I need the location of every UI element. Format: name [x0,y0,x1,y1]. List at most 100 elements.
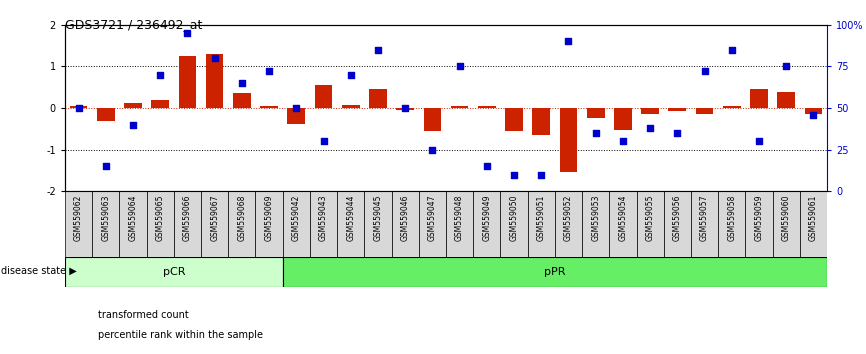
Text: GSM559061: GSM559061 [809,194,818,241]
Point [752,138,766,144]
Bar [478,106,495,108]
Bar [450,106,469,108]
Point [317,138,331,144]
Bar [718,191,746,257]
Bar [314,85,333,108]
Point [616,138,630,144]
Text: GSM559067: GSM559067 [210,194,219,241]
Bar [124,103,142,108]
Text: GSM559046: GSM559046 [401,194,410,241]
Text: GSM559049: GSM559049 [482,194,491,241]
Bar [69,106,87,108]
Bar [282,191,310,257]
Bar [282,257,827,287]
Bar [723,106,740,108]
Bar [201,191,229,257]
Text: GSM559055: GSM559055 [646,194,655,241]
Bar [663,191,691,257]
Bar [369,89,387,108]
Text: GSM559066: GSM559066 [183,194,192,241]
Text: GSM559053: GSM559053 [591,194,600,241]
Point [480,164,494,169]
Point [289,105,303,111]
Text: pPR: pPR [544,267,565,277]
Bar [229,191,255,257]
Point [779,64,793,69]
Text: GSM559062: GSM559062 [74,194,83,241]
Point [153,72,167,78]
Text: GSM559056: GSM559056 [673,194,682,241]
Bar [614,108,631,130]
Point [180,30,194,36]
Text: GSM559064: GSM559064 [128,194,138,241]
Bar [97,108,114,121]
Bar [146,191,174,257]
Text: GSM559050: GSM559050 [509,194,519,241]
Bar [533,108,550,135]
Bar [260,106,278,108]
Bar [641,108,659,114]
Point [371,47,385,53]
Point [561,39,575,44]
Text: GDS3721 / 236492_at: GDS3721 / 236492_at [65,18,203,31]
Point [507,172,521,177]
Point [453,64,467,69]
Bar [501,191,527,257]
Bar [527,191,555,257]
Bar [559,108,578,172]
Text: percentile rank within the sample: percentile rank within the sample [98,330,263,339]
Bar [397,108,414,110]
Bar [120,191,146,257]
Text: GSM559065: GSM559065 [156,194,165,241]
Bar [582,191,610,257]
Bar [555,191,582,257]
Bar [174,191,201,257]
Bar [505,108,523,131]
Point [670,130,684,136]
Bar [342,105,359,108]
Text: transformed count: transformed count [98,310,189,320]
Text: pCR: pCR [163,267,185,277]
Point [398,105,412,111]
Point [344,72,358,78]
Text: GSM559052: GSM559052 [564,194,573,241]
Text: GSM559048: GSM559048 [456,194,464,241]
Text: GSM559054: GSM559054 [618,194,627,241]
Text: GSM559059: GSM559059 [754,194,764,241]
Point [72,105,86,111]
Text: GSM559057: GSM559057 [700,194,709,241]
Bar [65,191,92,257]
Point [208,55,222,61]
Bar [419,191,446,257]
Bar [92,191,120,257]
Bar [473,191,501,257]
Bar [669,108,686,111]
Bar [255,191,282,257]
Text: GSM559069: GSM559069 [265,194,274,241]
Point [425,147,439,152]
Text: GSM559068: GSM559068 [237,194,246,241]
Bar [587,108,604,118]
Point [262,69,276,74]
Bar [310,191,337,257]
Bar [750,89,768,108]
Point [643,125,657,131]
Text: GSM559044: GSM559044 [346,194,355,241]
Bar [391,191,419,257]
Bar [610,191,637,257]
Point [126,122,140,127]
Text: GSM559043: GSM559043 [319,194,328,241]
Bar [423,108,441,131]
Text: GSM559042: GSM559042 [292,194,301,241]
Bar [446,191,473,257]
Bar [337,191,365,257]
Point [806,112,820,118]
Bar [288,108,305,124]
Point [534,172,548,177]
Text: GSM559060: GSM559060 [782,194,791,241]
Bar [233,93,251,108]
Bar [691,191,718,257]
Bar [805,108,822,114]
Bar [178,56,197,108]
Text: GSM559051: GSM559051 [537,194,546,241]
